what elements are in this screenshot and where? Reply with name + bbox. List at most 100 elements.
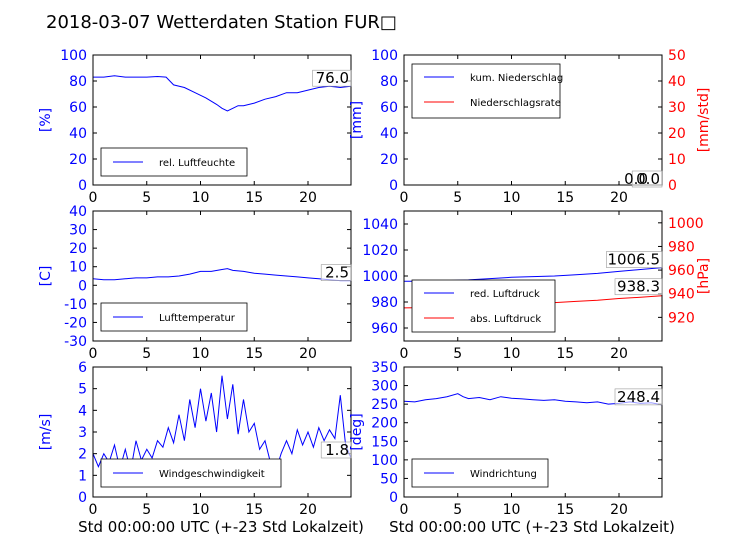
x-tick-label: 5 [142, 346, 151, 362]
x-tick-label: 0 [400, 190, 409, 206]
y-tick-label: 80 [380, 74, 398, 90]
x-tick-label: 5 [453, 190, 462, 206]
x-tick-label: 20 [610, 190, 628, 206]
last-value-label-box [614, 388, 663, 406]
y-axis-label-right: [mm/std] [696, 88, 712, 153]
y-tick-label: 100 [371, 453, 398, 469]
last-value-label-right-box [614, 278, 663, 296]
y-tick-label: 100 [371, 48, 398, 64]
y-tick-label-right: 30 [668, 100, 686, 116]
last-value-label-box [320, 441, 352, 459]
legend-box [411, 458, 549, 488]
last-value-label: 248.4 [617, 388, 660, 406]
x-tick-label: 5 [142, 190, 151, 206]
y-tick-label: 6 [78, 360, 87, 376]
y-tick-label: 100 [60, 48, 87, 64]
y-tick-label-right: 10 [668, 152, 686, 168]
y-tick-label: 60 [69, 100, 87, 116]
y-tick-label: 0 [78, 278, 87, 294]
y-axis-label: [m/s] [38, 414, 54, 451]
x-tick-label: 20 [299, 502, 317, 518]
panel-pressure: 0 5 10 15 20 960 980 1000 1020 1040 920 940 960 980 10… [362, 210, 712, 362]
last-value-label: 76.0 [316, 69, 349, 87]
x-tick-label: 0 [89, 502, 98, 518]
y-tick-label: 980 [371, 295, 398, 311]
y-tick-label: 20 [69, 241, 87, 257]
legend-box [411, 279, 556, 333]
y-tick-label: 0 [78, 178, 87, 194]
y-tick-label: 2 [78, 447, 87, 463]
y-tick-label: 0 [78, 490, 87, 506]
y-tick-label: 5 [78, 382, 87, 398]
series-group [93, 375, 351, 473]
x-tick-label: 15 [245, 502, 263, 518]
last-value-label-box [606, 251, 663, 268]
x-tick-label: 10 [503, 346, 521, 362]
legend-label: abs. Luftdruck [470, 314, 541, 325]
last-value-label-right: 938.3 [617, 278, 660, 296]
y-axis-label: [%] [38, 108, 54, 132]
x-tick-label: 20 [610, 346, 628, 362]
y-tick-label: 4 [78, 403, 87, 419]
y-tick-label: 1000 [362, 269, 398, 285]
y-tick-label: -30 [64, 334, 87, 350]
x-tick-label: 5 [142, 502, 151, 518]
x-axis-label-right: Std 00:00:00 UTC (+-23 Std Lokalzeit) [389, 518, 675, 536]
y-tick-label: 20 [69, 152, 87, 168]
last-value-label-box [320, 264, 352, 281]
x-tick-label: 10 [192, 502, 210, 518]
x-tick-label: 15 [556, 346, 574, 362]
x-tick-label: 20 [610, 502, 628, 518]
y-tick-label: 40 [69, 204, 87, 220]
y-tick-label: 150 [371, 434, 398, 450]
x-tick-label: 15 [556, 190, 574, 206]
y-tick-label: 250 [371, 397, 398, 413]
x-tick-label: 10 [503, 502, 521, 518]
x-tick-label: 10 [192, 190, 210, 206]
y-tick-label: 0 [389, 178, 398, 194]
y-tick-label-right: 20 [668, 126, 686, 142]
panel-humidity: 0 5 10 15 20 0 20 40 60 80 100 [%] 76.0 rel. Luftfeuc… [38, 48, 352, 206]
plot-frame [403, 54, 663, 186]
series-line-left [93, 375, 351, 473]
x-tick-label: 0 [89, 346, 98, 362]
y-axis-label: [C] [38, 266, 54, 287]
legend-box [100, 458, 282, 488]
panel-temperature: 0 5 10 15 20 -30 -20 -10 0 10 20 30 40 [C] 2.5 Lufttemp… [38, 204, 352, 362]
x-tick-label: 5 [453, 346, 462, 362]
y-tick-label: 30 [69, 223, 87, 239]
y-tick-label-right: 920 [668, 310, 695, 326]
x-tick-label: 20 [299, 346, 317, 362]
figure-title: 2018-03-07 Wetterdaten Station FUR□ [46, 12, 397, 33]
x-tick-label: 15 [245, 346, 263, 362]
series-group [93, 268, 351, 282]
series-line-left [93, 268, 351, 282]
y-axis-label: [mm] [349, 101, 365, 139]
y-tick-label-right: 50 [668, 48, 686, 64]
y-tick-label: 40 [69, 126, 87, 142]
y-tick-label: 3 [78, 425, 87, 441]
y-axis-label: [deg] [349, 413, 365, 450]
y-tick-label-right: 40 [668, 74, 686, 90]
plot-frame [403, 366, 663, 498]
y-tick-label: -10 [64, 297, 87, 313]
y-tick-label: 0 [389, 490, 398, 506]
legend-label: Windrichtung [470, 469, 537, 480]
y-tick-label: 1 [78, 468, 87, 484]
y-tick-label-right: 940 [668, 287, 695, 303]
y-tick-label: 350 [371, 360, 398, 376]
legend-label: Lufttemperatur [159, 313, 236, 324]
y-tick-label-right: 1000 [668, 216, 704, 232]
panel-wind_speed: 0 5 10 15 20 0 1 2 3 4 5 6 [m/s] 1.8 Windgeschwindigke… [38, 360, 352, 518]
panel-wind_direction: 0 5 10 15 20050100150200250300350[deg]248.4W… [349, 360, 663, 518]
legend-label: kum. Niederschlag [470, 73, 563, 84]
last-value-label: 1.8 [325, 441, 349, 459]
x-tick-label: 0 [89, 190, 98, 206]
y-tick-label: 1040 [362, 217, 398, 233]
y-tick-label-right: 960 [668, 263, 695, 279]
y-tick-label: -20 [64, 315, 87, 331]
x-tick-label: 0 [400, 502, 409, 518]
legend-label: Windgeschwindigkeit [159, 469, 265, 480]
last-value-label-box [312, 69, 352, 87]
